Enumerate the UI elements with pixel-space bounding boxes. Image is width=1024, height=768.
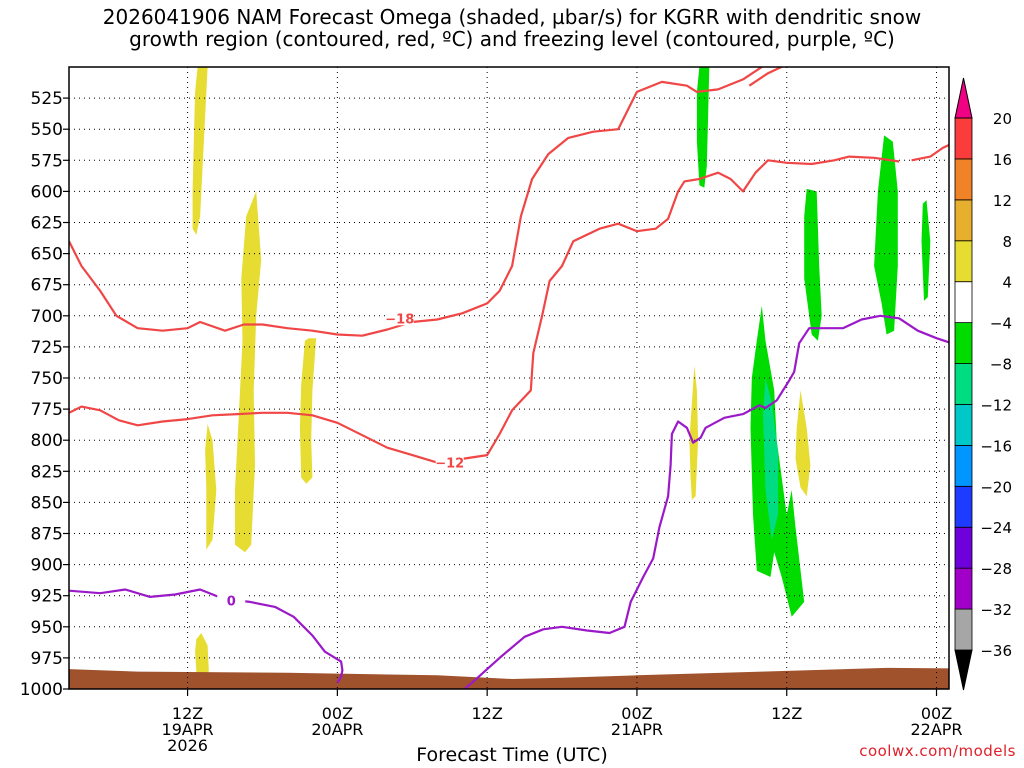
colorbar-label-3: −24	[980, 519, 1012, 537]
y-tick-label-525: 525	[31, 89, 63, 109]
y-tick-label-625: 625	[31, 214, 63, 234]
x-tick-label-36-0: 12Z	[471, 704, 502, 723]
contour--12-points	[69, 155, 900, 464]
contour--12-points2	[911, 143, 949, 162]
colorbar-label-7: −8	[990, 356, 1012, 374]
y-tick-label-825: 825	[31, 462, 63, 482]
x-tick-label-24-0: 00Z	[322, 704, 353, 723]
y-tick-label-800: 800	[31, 431, 63, 451]
colorbar-label-12: 16	[993, 151, 1012, 169]
colorbar-swatch-10	[954, 199, 973, 242]
y-tick-label-850: 850	[31, 493, 63, 513]
y-tick-label-600: 600	[31, 182, 63, 202]
x-tick-label-12-2: 2026	[167, 736, 208, 755]
gridlines	[69, 67, 949, 689]
colorbar-label-2: −28	[980, 560, 1012, 578]
omega-area-5	[689, 365, 699, 500]
colorbar-label-9: 4	[1002, 274, 1012, 292]
x-tick-label-72-0: 00Z	[921, 704, 952, 723]
contour--18-points	[69, 67, 763, 337]
colorbar-swatch-12	[954, 117, 973, 160]
contour-0-points2	[463, 314, 949, 689]
y-tick-label-750: 750	[31, 369, 63, 389]
colorbar-label-10: 8	[1002, 233, 1012, 251]
x-tick-label-24-1: 20APR	[311, 720, 363, 739]
x-tick-label-12-0: 12Z	[172, 704, 203, 723]
omega-area-7	[696, 67, 710, 188]
colorbar-label-6: −12	[980, 396, 1012, 414]
y-tick-label-925: 925	[31, 587, 63, 607]
contour-label-bg-0	[217, 592, 246, 608]
colorbar-swatch-7	[954, 322, 973, 364]
colorbar-swatch-3	[954, 485, 973, 528]
chart-title: 2026041906 NAM Forecast Omega (shaded, µ…	[0, 6, 1024, 50]
colorbar: −36 −32 −28 −24 −20 −16 −12 −8 −4 4 8 12 16 20	[954, 77, 1012, 691]
colorbar-label-5: −16	[980, 437, 1012, 455]
x-tick-label-60-0: 12Z	[771, 704, 802, 723]
colorbar-label-4: −20	[980, 478, 1012, 496]
colorbar-swatch-4	[954, 444, 973, 487]
colorbar-swatch-2	[954, 526, 973, 569]
colorbar-swatch-1	[954, 567, 973, 610]
contour-label--12: −12	[435, 457, 464, 472]
y-tick-label-1000: 1000	[20, 680, 63, 700]
y-tick-label-950: 950	[31, 618, 63, 638]
y-tick-label-875: 875	[31, 525, 63, 545]
omega-area-6	[795, 390, 811, 497]
y-tick-label-725: 725	[31, 338, 63, 358]
title-line1: 2026041906 NAM Forecast Omega (shaded, µ…	[102, 5, 922, 29]
contour-label-bg--12	[435, 454, 464, 470]
y-tick-label-975: 975	[31, 649, 63, 669]
x-tick-label-48-0: 00Z	[621, 704, 652, 723]
omega-area-10	[804, 188, 822, 341]
omega-area-3	[235, 191, 262, 553]
y-tick-label-550: 550	[31, 120, 63, 140]
y-tick-label-675: 675	[31, 276, 63, 296]
colorbar-swatch-8	[954, 281, 973, 324]
omega-area-9	[763, 378, 778, 540]
colorbar-swatch-11	[954, 158, 973, 201]
omega-area-11	[874, 135, 898, 335]
y-tick-label-650: 650	[31, 245, 63, 265]
contour-0-points	[69, 588, 344, 684]
credit-text: coolwx.com/models	[859, 742, 1016, 760]
colorbar-top-arrow	[954, 77, 973, 119]
colorbar-swatch-5	[954, 404, 973, 446]
y-tick-label-700: 700	[31, 307, 63, 327]
colorbar-label-0: −36	[980, 642, 1012, 660]
x-axis-title: Forecast Time (UTC)	[416, 744, 608, 766]
omega-area-4	[299, 338, 317, 484]
colorbar-label-1: −32	[980, 601, 1012, 619]
terrain-area	[69, 667, 949, 689]
colorbar-bottom-arrow	[954, 649, 973, 691]
y-tick-label-575: 575	[31, 151, 63, 171]
contour-lines: −18 −12 0	[69, 67, 949, 689]
contour-label--18: −18	[385, 312, 414, 327]
omega-area-1	[192, 67, 208, 235]
colorbar-swatch-0	[954, 608, 973, 651]
y-axis-ticks: 525 550 575 600 625 650 675 700 725 750 775 800 825 8…	[20, 89, 69, 700]
x-tick-label-12-1: 19APR	[162, 720, 214, 739]
contour--18-points2	[748, 67, 784, 87]
colorbar-label-8: −4	[990, 315, 1012, 333]
contour-label-0: 0	[227, 595, 236, 610]
terrain-mask	[69, 667, 949, 689]
colorbar-label-13: 20	[993, 110, 1012, 128]
title-line2: growth region (contoured, red, ºC) and f…	[129, 27, 895, 51]
contour-label-bg--18	[385, 310, 414, 326]
y-tick-label-900: 900	[31, 556, 63, 576]
omega-area-2	[205, 424, 217, 550]
colorbar-swatch-6	[954, 363, 973, 405]
x-tick-label-48-1: 21APR	[611, 720, 663, 739]
colorbar-label-11: 12	[993, 192, 1012, 210]
omega-area-12	[921, 200, 931, 301]
x-tick-label-72-1: 22APR	[910, 720, 962, 739]
colorbar-swatch-9	[954, 240, 973, 283]
y-tick-label-775: 775	[31, 400, 63, 420]
